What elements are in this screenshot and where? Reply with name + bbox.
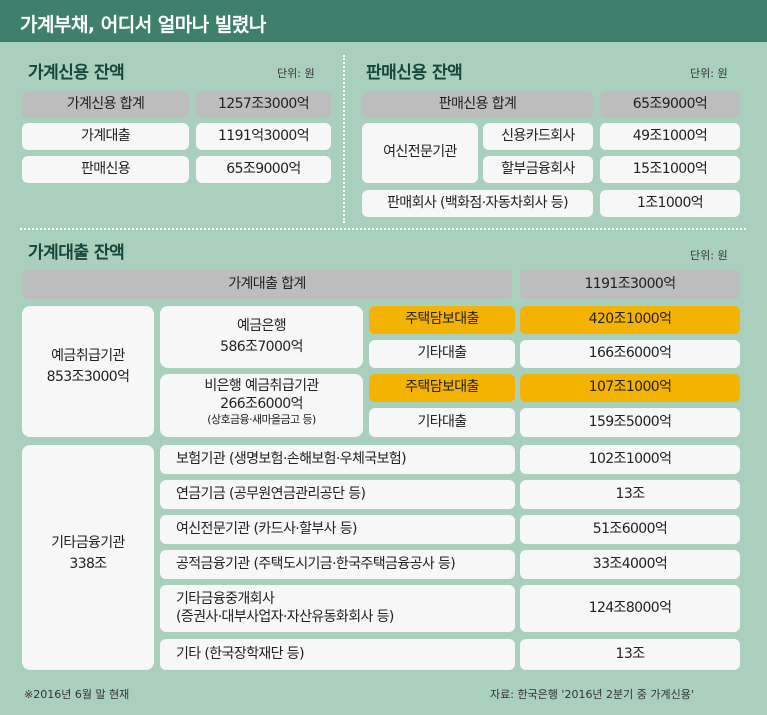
other-row-credit-specialized-label: 여신전문기관 (카드사·할부사 등) xyxy=(160,515,515,544)
sales-total-label: 판매신용 합계 xyxy=(362,91,593,118)
sales-group-label: 여신전문기관 xyxy=(362,123,478,183)
other-row-intermediary-line1: 기타금융중개회사 xyxy=(176,591,275,607)
sales-other-label: 판매회사 (백화점·자동차회사 등) xyxy=(362,190,593,217)
bank-mortgage-label: 주택담보대출 xyxy=(369,306,515,334)
other-institutions-panel: 기타금융기관 338조 xyxy=(22,445,154,670)
loans-total-value: 1191조3000억 xyxy=(520,270,740,299)
nonbank-name: 비은행 예금취급기관 xyxy=(204,378,319,394)
sales-unit: 단위: 원 xyxy=(690,67,728,80)
other-row-public-label: 공적금융기관 (주택도시기금·한국주택금융공사 등) xyxy=(160,550,515,579)
deposit-institutions-label: 예금취급기관 xyxy=(51,348,125,364)
nonbank-other-loan-value: 159조5000억 xyxy=(520,408,740,437)
other-row-etc-label: 기타 (한국장학재단 등) xyxy=(160,639,515,670)
loans-section-title: 가계대출 잔액 xyxy=(28,243,125,263)
nonbank-note: (상호금융·새마을금고 등) xyxy=(207,413,316,427)
other-row-insurance-value: 102조1000억 xyxy=(520,445,740,474)
section-divider-horizontal xyxy=(20,228,746,230)
bank-name: 예금은행 xyxy=(236,318,287,334)
sales-section-title: 판매신용 잔액 xyxy=(366,63,463,83)
other-row-public-value: 33조4000억 xyxy=(520,550,740,579)
bank-mortgage-value: 420조1000억 xyxy=(520,306,740,334)
credit-unit: 단위: 원 xyxy=(277,67,315,80)
nonbank-mortgage-label: 주택담보대출 xyxy=(369,374,515,402)
nonbank-amount: 266조6000억 xyxy=(220,396,303,413)
bank-panel: 예금은행 586조7000억 xyxy=(160,306,363,368)
credit-total-label: 가계신용 합계 xyxy=(22,91,189,118)
other-institutions-label: 기타금융기관 xyxy=(51,535,125,551)
other-row-intermediary-label: 기타금융중개회사 (증권사·대부사업자·자산유동화회사 등) xyxy=(160,585,515,632)
nonbank-panel: 비은행 예금취급기관 266조6000억 (상호금융·새마을금고 등) xyxy=(160,374,363,437)
nonbank-other-loan-label: 기타대출 xyxy=(369,408,515,437)
footer-source: 자료: 한국은행 '2016년 2분기 중 가계신용' xyxy=(490,688,694,701)
other-row-pension-value: 13조 xyxy=(520,480,740,509)
sales-total-value: 65조9000억 xyxy=(600,91,740,118)
bank-amount: 586조7000억 xyxy=(220,339,303,355)
loans-unit: 단위: 원 xyxy=(690,249,728,262)
bank-other-loan-label: 기타대출 xyxy=(369,340,515,368)
sales-other-value: 1조1000억 xyxy=(600,190,740,217)
sales-item-installment-label: 할부금융회사 xyxy=(483,156,593,183)
credit-loans-value: 1191억3000억 xyxy=(196,123,331,150)
section-divider-vertical xyxy=(343,55,345,223)
credit-loans-label: 가계대출 xyxy=(22,123,189,150)
credit-section-title: 가계신용 잔액 xyxy=(28,63,125,83)
footer-note: ※2016년 6월 말 현재 xyxy=(24,688,130,701)
nonbank-mortgage-value: 107조1000억 xyxy=(520,374,740,402)
sales-item-card-value: 49조1000억 xyxy=(600,123,740,150)
credit-total-value: 1257조3000억 xyxy=(196,91,331,118)
other-row-etc-value: 13조 xyxy=(520,639,740,670)
bank-other-loan-value: 166조6000억 xyxy=(520,340,740,368)
deposit-institutions-amount: 853조3000억 xyxy=(46,369,130,385)
credit-sales-label: 판매신용 xyxy=(22,156,189,183)
deposit-institutions-panel: 예금취급기관 853조3000억 xyxy=(22,306,154,437)
page-title: 가계부채, 어디서 얼마나 빌렸나 xyxy=(0,0,767,42)
other-row-pension-label: 연금기금 (공무원연금관리공단 등) xyxy=(160,480,515,509)
other-row-intermediary-value: 124조8000억 xyxy=(520,585,740,632)
other-institutions-amount: 338조 xyxy=(69,556,107,572)
other-row-credit-specialized-value: 51조6000억 xyxy=(520,515,740,544)
sales-item-installment-value: 15조1000억 xyxy=(600,156,740,183)
loans-total-label: 가계대출 합계 xyxy=(22,270,512,299)
other-row-intermediary-line2: (증권사·대부사업자·자산유동화회사 등) xyxy=(176,608,394,625)
other-row-insurance-label: 보험기관 (생명보험·손해보험·우체국보험) xyxy=(160,445,515,474)
credit-sales-value: 65조9000억 xyxy=(196,156,331,183)
sales-item-card-label: 신용카드회사 xyxy=(483,123,593,150)
